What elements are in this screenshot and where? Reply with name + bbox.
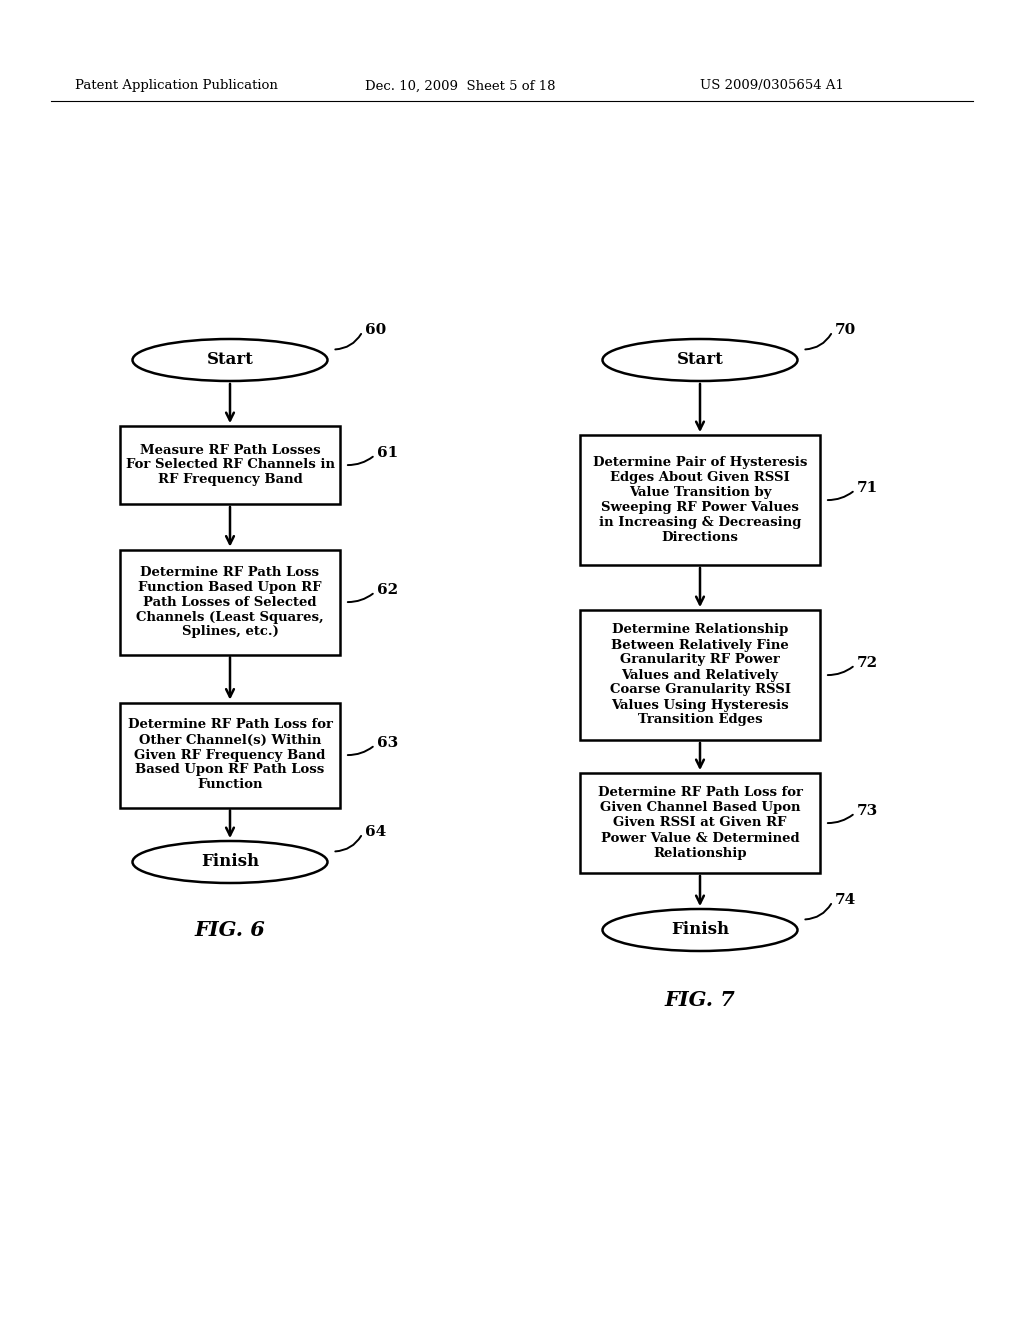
Text: Determine RF Path Loss for
Given Channel Based Upon
Given RSSI at Given RF
Power: Determine RF Path Loss for Given Channel… <box>597 787 803 859</box>
Text: US 2009/0305654 A1: US 2009/0305654 A1 <box>700 79 844 92</box>
Bar <box>120 549 340 655</box>
Text: FIG. 7: FIG. 7 <box>665 990 735 1010</box>
Text: 62: 62 <box>377 583 398 597</box>
Bar <box>120 426 340 504</box>
Text: Determine RF Path Loss for
Other Channel(s) Within
Given RF Frequency Band
Based: Determine RF Path Loss for Other Channel… <box>128 718 333 792</box>
Text: Finish: Finish <box>671 921 729 939</box>
Text: Determine RF Path Loss
Function Based Upon RF
Path Losses of Selected
Channels (: Determine RF Path Loss Function Based Up… <box>136 565 324 639</box>
Text: 63: 63 <box>377 737 398 750</box>
Text: Determine Pair of Hysteresis
Edges About Given RSSI
Value Transition by
Sweeping: Determine Pair of Hysteresis Edges About… <box>593 455 807 544</box>
Bar <box>580 610 820 741</box>
Text: Finish: Finish <box>201 854 259 870</box>
Bar <box>120 702 340 808</box>
Text: Start: Start <box>207 351 253 368</box>
Text: Measure RF Path Losses
For Selected RF Channels in
RF Frequency Band: Measure RF Path Losses For Selected RF C… <box>126 444 335 487</box>
Text: Determine Relationship
Between Relatively Fine
Granularity RF Power
Values and R: Determine Relationship Between Relativel… <box>609 623 791 726</box>
Text: Patent Application Publication: Patent Application Publication <box>75 79 278 92</box>
Text: Start: Start <box>677 351 723 368</box>
Text: 70: 70 <box>835 322 856 337</box>
Text: 71: 71 <box>857 480 879 495</box>
Text: 74: 74 <box>835 892 856 907</box>
Text: FIG. 6: FIG. 6 <box>195 920 265 940</box>
Bar <box>580 436 820 565</box>
Text: Dec. 10, 2009  Sheet 5 of 18: Dec. 10, 2009 Sheet 5 of 18 <box>365 79 555 92</box>
Bar <box>580 774 820 873</box>
Text: 61: 61 <box>377 446 398 459</box>
Text: 64: 64 <box>365 825 386 838</box>
Text: 60: 60 <box>365 322 386 337</box>
Text: 73: 73 <box>857 804 879 818</box>
Text: 72: 72 <box>857 656 879 671</box>
